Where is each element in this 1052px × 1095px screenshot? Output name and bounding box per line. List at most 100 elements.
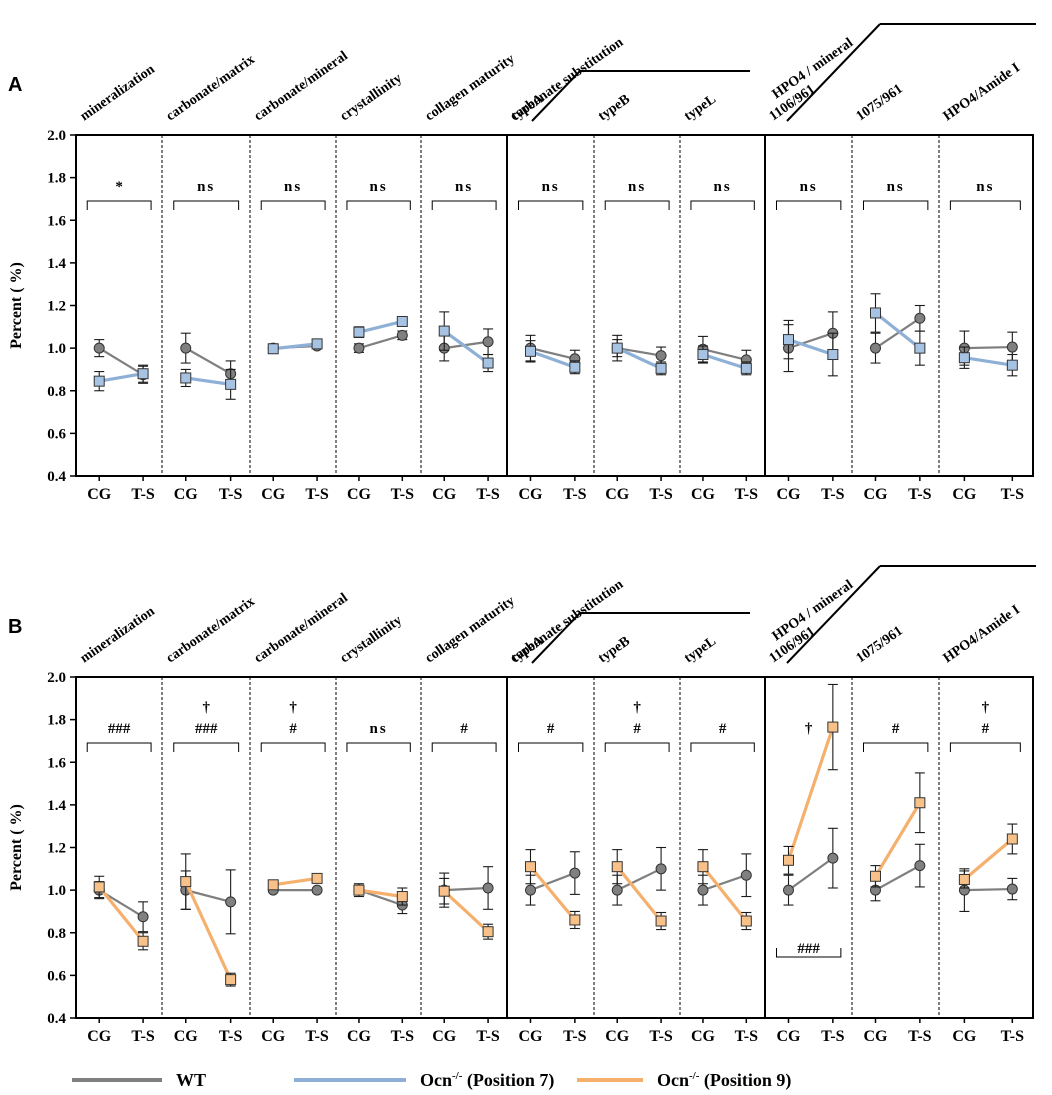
panel-a-significance-bracket: [346, 200, 411, 210]
panel-a-significance-label: ns: [455, 179, 473, 195]
panel-b-ko-point: [655, 915, 667, 927]
panel-a-ko-line: [616, 346, 662, 370]
panel-a-ko-point: [267, 343, 279, 355]
panel-b-ko-point: [914, 797, 926, 809]
panel-a-x-tick-label: T-S: [821, 486, 845, 503]
panel-b-wt-line: [787, 857, 834, 892]
panel-b-significance-bracket: [949, 742, 1021, 752]
panel-b-subplot: CG T-S HPO4/Amide I # †: [941, 602, 1024, 1045]
panel-a-significance-label: ns: [714, 179, 732, 195]
panel-a-ko-point: [137, 368, 149, 380]
panel-a-ko-line: [529, 349, 576, 369]
panel-a-ko-line: [273, 342, 318, 351]
panel-b-wt-line: [616, 867, 662, 892]
panel-a-x-tick-label: T-S: [305, 486, 329, 503]
panel-a-significance-bracket: [862, 200, 929, 210]
panel-a-y-tick-label: 1.0: [47, 341, 66, 357]
panel-a-ko-point: [438, 325, 450, 337]
panel-a-wt-point: [93, 342, 105, 354]
panel-a-x-tick-label: T-S: [131, 486, 155, 503]
panel-a-y-tick-label: 1.8: [47, 171, 66, 187]
panel-b-significance-label: ###: [108, 721, 131, 737]
panel-b-subplot: CG T-S mineralization ###: [78, 604, 158, 1045]
panel-a-significance-label: ns: [197, 179, 215, 195]
panel-a-ko-point: [958, 352, 970, 364]
panel-b-ko-point: [180, 876, 192, 888]
panel-a-x-tick-label: CG: [261, 486, 286, 503]
panel-a-ko-point: [827, 349, 839, 361]
panel-b-significance-bracket: [86, 742, 152, 752]
panel-a-subplot-title: crystallinity: [338, 71, 405, 124]
panel-b-x-tick-label: CG: [261, 1028, 286, 1045]
legend-label-pos7: Ocn-/- (Position 7): [420, 1069, 555, 1090]
panel-a-x-tick-label: T-S: [563, 486, 587, 503]
panel-b-wt-point: [524, 884, 536, 896]
panel-b-x-tick-label: T-S: [219, 1028, 243, 1045]
panel-b-significance-label: #: [289, 721, 297, 737]
panel-b-wt-line: [444, 886, 489, 892]
panel-a-x-tick-label: T-S: [391, 486, 415, 503]
panel-b-significance-label: #: [460, 721, 468, 737]
panel-a-subplot: CG T-S mineralization *: [78, 62, 158, 503]
panel-b-y-tick-label: 0.6: [47, 968, 66, 984]
panel-a-significance-label: ns: [976, 179, 994, 195]
panel-b-subplot-title: mineralization: [78, 604, 158, 666]
panel-b-wt-line: [185, 889, 231, 903]
legend-item-pos9: Ocn-/- (Position 9): [577, 1065, 791, 1095]
panel-a-ko-point: [697, 349, 709, 361]
panel-a-y-tick-label: 0.4: [47, 469, 66, 485]
panel-b-x-tick-label: T-S: [305, 1028, 329, 1045]
panel-a-ko-point: [180, 372, 192, 384]
panel-a-ko-point: [569, 361, 581, 373]
panel-b-subplot-title: typeB: [596, 634, 633, 666]
panel-a-significance-label: *: [115, 179, 123, 195]
panel-b-ko-line: [358, 888, 403, 899]
panel-a-significance-bracket: [86, 200, 152, 210]
panel-b-x-tick-label: CG: [432, 1028, 457, 1045]
panel-a-ko-point: [782, 334, 794, 346]
panel-b-significance-bracket: [173, 742, 240, 752]
panel-a-x-tick-label: T-S: [908, 486, 932, 503]
panel-a-wt-point: [482, 336, 494, 348]
panel-b-x-tick-label: CG: [863, 1028, 888, 1045]
panel-a-wt-line: [358, 334, 403, 350]
panel-a-wt-line: [788, 332, 834, 350]
panel-a-x-tick-label: T-S: [219, 486, 243, 503]
panel-a-significance-label: ns: [542, 179, 560, 195]
panel-a-significance-label: ns: [800, 179, 818, 195]
panel-b-significance-bracket-below: [775, 948, 842, 958]
panel-a-subplot: CG T-S HPO4/Amide I ns: [941, 60, 1024, 503]
panel-a-x-tick-label: CG: [863, 486, 888, 503]
panel-b-subplot: CG T-S 1075/961 #: [854, 624, 932, 1045]
panel-b-letter: B: [8, 616, 22, 638]
panel-a-y-tick-label: 2.0: [47, 128, 66, 144]
panel-b-ko-line: [963, 837, 1014, 881]
panel-b-ko-line: [184, 880, 233, 981]
panel-a-wt-line: [185, 347, 232, 375]
panel-a-wt-point: [1006, 341, 1018, 353]
panel-b-subplot-title: carbonate/matrix: [164, 594, 258, 666]
legend-label-pos9: Ocn-/- (Position 9): [657, 1069, 792, 1090]
panel-a-ko-point: [655, 362, 667, 374]
panel-a-wt-line: [98, 347, 144, 376]
panel-b-dagger-label: †: [805, 721, 813, 737]
panel-a-significance-bracket: [604, 200, 670, 210]
panel-b-subplot: CG T-S typeB # †: [596, 634, 673, 1045]
panel-b-y-tick-label: 1.6: [47, 755, 66, 771]
panel-a-ko-line: [964, 356, 1013, 367]
panel-a-ko-line: [787, 338, 834, 357]
panel-b-y-tick-label: 1.0: [47, 883, 66, 899]
panel-b-significance-label: #: [633, 721, 641, 737]
panel-a-ko-point: [740, 362, 752, 374]
panel-a-subplot: CG T-S 1075/961 ns: [854, 82, 932, 503]
panel-b-x-tick-label: T-S: [649, 1028, 673, 1045]
panel-a-significance-label: ns: [887, 179, 905, 195]
panel-b-x-tick-label: T-S: [735, 1028, 759, 1045]
panel-b-x-tick-label: T-S: [1001, 1028, 1025, 1045]
panel-b-y-tick-label: 1.8: [47, 713, 66, 729]
panel-a-significance-label: ns: [628, 179, 646, 195]
legend-swatch-wt: [72, 1078, 162, 1082]
panel-a-significance-bracket: [260, 200, 326, 210]
legend-swatch-pos7: [294, 1078, 406, 1082]
panel-b-ko-line: [272, 876, 318, 887]
